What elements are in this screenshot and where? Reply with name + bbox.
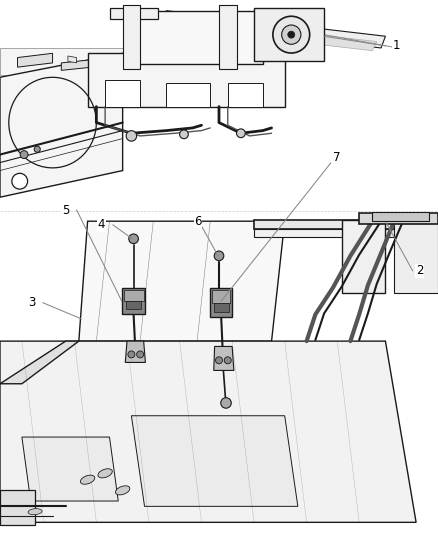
Polygon shape <box>131 416 298 506</box>
Circle shape <box>288 31 295 38</box>
Polygon shape <box>171 19 377 51</box>
Circle shape <box>214 251 224 261</box>
Polygon shape <box>125 341 145 362</box>
Polygon shape <box>342 220 385 293</box>
Text: 2: 2 <box>416 264 424 277</box>
Polygon shape <box>0 53 123 197</box>
Circle shape <box>237 129 245 138</box>
Circle shape <box>129 234 138 244</box>
Polygon shape <box>0 341 416 522</box>
Ellipse shape <box>116 486 130 495</box>
Polygon shape <box>105 80 140 107</box>
Polygon shape <box>122 288 145 314</box>
Text: 4: 4 <box>98 219 106 231</box>
Polygon shape <box>394 220 438 293</box>
Polygon shape <box>61 60 92 70</box>
Polygon shape <box>254 220 438 229</box>
Polygon shape <box>0 341 79 384</box>
Ellipse shape <box>98 469 112 478</box>
Polygon shape <box>131 11 263 64</box>
Polygon shape <box>126 301 141 309</box>
Ellipse shape <box>28 508 42 515</box>
Text: 5: 5 <box>62 204 69 216</box>
Polygon shape <box>110 8 158 19</box>
Polygon shape <box>124 290 144 301</box>
Polygon shape <box>210 288 232 317</box>
Polygon shape <box>18 53 53 67</box>
Polygon shape <box>254 229 438 237</box>
Polygon shape <box>0 490 35 525</box>
Polygon shape <box>162 11 385 48</box>
Text: 1: 1 <box>392 39 400 52</box>
Text: 3: 3 <box>28 296 35 309</box>
Polygon shape <box>214 346 234 370</box>
Circle shape <box>224 357 231 364</box>
Circle shape <box>34 146 40 152</box>
Circle shape <box>12 173 28 189</box>
Polygon shape <box>254 8 324 61</box>
Circle shape <box>137 351 144 358</box>
Polygon shape <box>359 213 438 224</box>
Polygon shape <box>88 53 285 107</box>
Circle shape <box>221 398 231 408</box>
Polygon shape <box>0 48 241 75</box>
Polygon shape <box>123 5 140 69</box>
Text: 6: 6 <box>194 215 202 228</box>
Polygon shape <box>68 56 77 63</box>
Polygon shape <box>79 221 285 341</box>
Polygon shape <box>228 83 263 107</box>
Polygon shape <box>22 437 118 501</box>
Polygon shape <box>166 83 210 107</box>
Circle shape <box>128 351 135 358</box>
Circle shape <box>126 131 137 141</box>
Polygon shape <box>212 290 230 303</box>
Ellipse shape <box>81 475 95 484</box>
Circle shape <box>20 151 28 158</box>
Circle shape <box>180 130 188 139</box>
Polygon shape <box>372 212 429 221</box>
Circle shape <box>215 357 223 364</box>
Polygon shape <box>214 303 229 312</box>
Circle shape <box>273 16 310 53</box>
Circle shape <box>282 25 301 44</box>
Polygon shape <box>219 5 237 69</box>
Text: 7: 7 <box>332 151 340 164</box>
